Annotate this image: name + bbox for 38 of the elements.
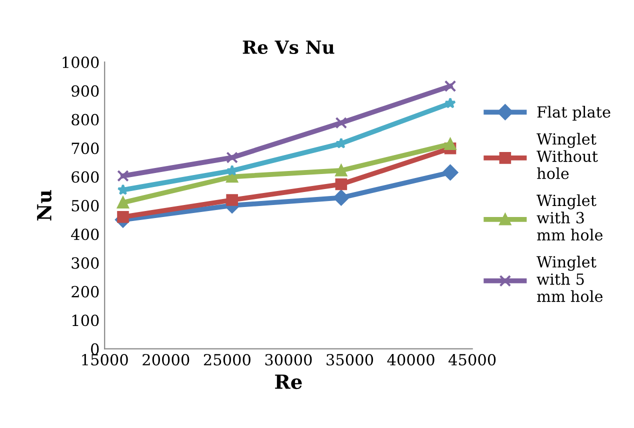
y-tick-label: 800: [72, 114, 99, 126]
point: [335, 164, 348, 176]
y-tick-label: 500: [72, 200, 99, 212]
x-tick-label: 35000: [326, 354, 374, 366]
legend-label: Winglet with 3 mm hole: [536, 194, 603, 241]
y-tick-label: 300: [72, 257, 99, 269]
point: [444, 138, 456, 150]
point: [117, 211, 129, 223]
point: [226, 194, 238, 206]
legend-label: Flat plate: [537, 106, 610, 121]
y-tick-label: 600: [72, 171, 99, 183]
y-tick-label: 700: [72, 142, 99, 154]
point: [117, 170, 129, 182]
y-tick-label: 100: [72, 314, 99, 326]
y-tick-label: 1000: [62, 56, 99, 68]
y-tick-label: 0: [91, 343, 99, 355]
x-axis-title: Re: [275, 374, 302, 390]
y-tick-label: 900: [72, 85, 99, 97]
x-tick-label: 25000: [204, 354, 250, 366]
x-tick-label: 45000: [448, 354, 496, 366]
point: [226, 152, 238, 164]
x-tick-label: 30000: [265, 354, 312, 366]
x-tick-label: 40000: [387, 354, 434, 366]
point: [444, 80, 456, 92]
point: [335, 116, 348, 129]
point: [444, 97, 456, 108]
legend-label: Winglet Without hole: [536, 132, 598, 180]
y-axis-title: Nu: [37, 190, 52, 221]
x-tick-label: 15000: [82, 354, 128, 366]
point: [333, 190, 350, 206]
x-tick-label: 20000: [142, 354, 190, 366]
legend-label: Winglet with 5 mm hole: [536, 256, 603, 302]
point: [335, 178, 348, 190]
point: [117, 196, 129, 208]
chart-title: Re Vs Nu: [242, 40, 334, 54]
y-tick-label: 400: [71, 228, 99, 240]
y-tick-label: 200: [72, 286, 99, 298]
point: [442, 164, 458, 180]
